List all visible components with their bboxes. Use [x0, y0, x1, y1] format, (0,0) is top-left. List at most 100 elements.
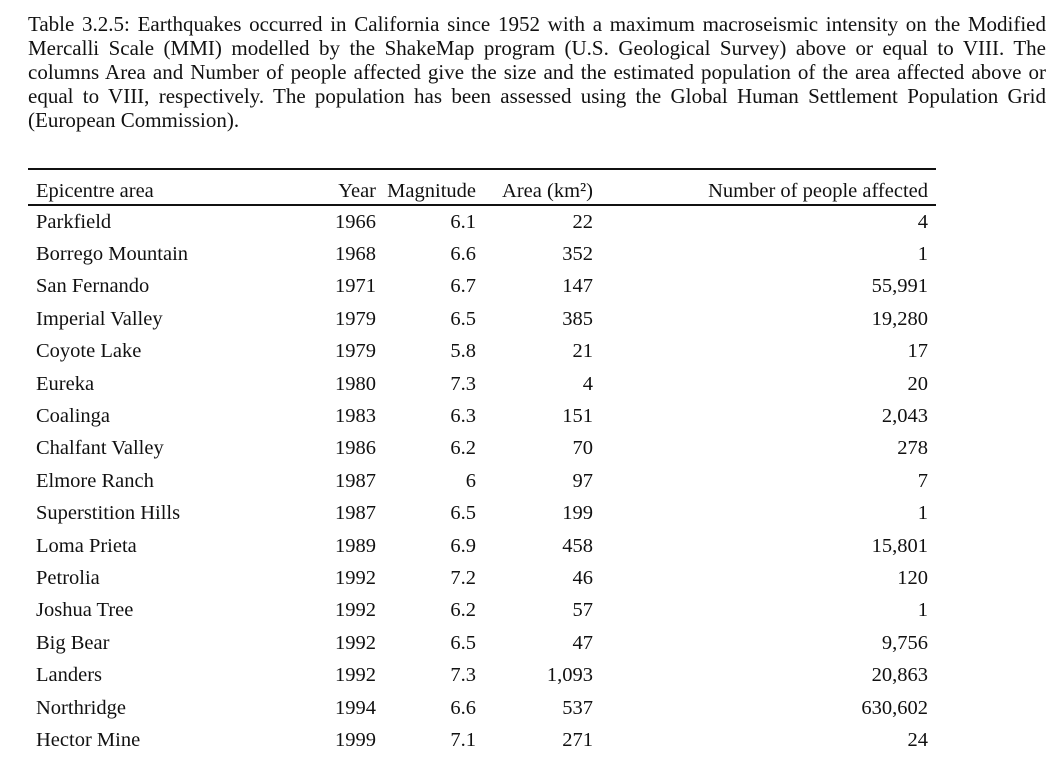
cell-area: 151 — [562, 405, 593, 428]
cell-people-affected: 2,043 — [881, 405, 928, 428]
cell-people-affected: 1 — [917, 599, 928, 622]
table-row: Eureka 1980 7.3 4 20 — [28, 368, 936, 400]
cell-people-affected: 20,863 — [871, 664, 928, 687]
table-row: San Fernando 1971 6.7 147 55,991 — [28, 271, 936, 303]
cell-magnitude: 6.5 — [450, 502, 476, 525]
table-row: Imperial Valley 1979 6.5 385 19,280 — [28, 303, 936, 335]
cell-year: 1966 — [335, 210, 376, 233]
cell-people-affected: 55,991 — [871, 275, 928, 298]
cell-people-affected: 1 — [917, 502, 928, 525]
header-magnitude: Magnitude — [387, 180, 476, 202]
cell-epicentre-area: Petrolia — [36, 566, 100, 589]
cell-epicentre-area: Coalinga — [36, 405, 111, 428]
table-header-row: Epicentre area Year Magnitude Area (km²)… — [28, 169, 936, 205]
cell-people-affected: 19,280 — [871, 307, 928, 330]
cell-epicentre-area: Elmore Ranch — [36, 469, 154, 492]
cell-magnitude: 6.3 — [450, 405, 476, 428]
table-body: Parkfield 1966 6.1 22 4 Borrego Mountain 1968 6… — [28, 205, 936, 757]
cell-people-affected: 1 — [917, 243, 928, 266]
cell-magnitude: 6.6 — [450, 243, 476, 266]
header-people-affected: Number of people affected — [708, 180, 928, 202]
cell-area: 46 — [572, 566, 594, 589]
cell-epicentre-area: Landers — [36, 664, 103, 687]
cell-year: 1987 — [335, 469, 376, 492]
earthquake-table: Epicentre area Year Magnitude Area (km²)… — [28, 168, 936, 757]
cell-magnitude: 6.5 — [450, 307, 476, 330]
cell-year: 1992 — [335, 566, 376, 589]
header-epicentre-area: Epicentre area — [36, 180, 154, 202]
cell-people-affected: 15,801 — [871, 534, 928, 557]
table-row: Joshua Tree 1992 6.2 57 1 — [28, 595, 936, 627]
cell-people-affected: 7 — [917, 469, 928, 492]
cell-year: 1992 — [335, 599, 376, 622]
cell-year: 1983 — [335, 405, 376, 428]
cell-area: 21 — [572, 340, 594, 363]
cell-year: 1968 — [335, 243, 376, 266]
cell-magnitude: 6.7 — [450, 275, 476, 298]
cell-magnitude: 6.5 — [450, 631, 476, 654]
cell-epicentre-area: Big Bear — [36, 631, 110, 654]
cell-year: 1999 — [335, 728, 376, 751]
cell-magnitude: 6.9 — [450, 534, 476, 557]
header-year: Year — [338, 180, 376, 202]
cell-people-affected: 278 — [897, 437, 928, 460]
cell-epicentre-area: San Fernando — [36, 275, 150, 298]
cell-epicentre-area: Chalfant Valley — [36, 437, 164, 460]
cell-magnitude: 6.2 — [450, 599, 476, 622]
cell-area: 458 — [562, 534, 593, 557]
cell-magnitude: 7.3 — [450, 664, 476, 687]
cell-year: 1979 — [335, 307, 376, 330]
cell-magnitude: 6.1 — [450, 210, 476, 233]
cell-area: 57 — [572, 599, 594, 622]
cell-magnitude: 5.8 — [450, 340, 476, 363]
cell-epicentre-area: Eureka — [36, 372, 95, 395]
cell-people-affected: 24 — [907, 728, 929, 751]
cell-magnitude: 7.2 — [450, 566, 476, 589]
cell-magnitude: 7.1 — [450, 728, 476, 751]
cell-people-affected: 17 — [907, 340, 929, 363]
cell-area: 147 — [562, 275, 593, 298]
cell-year: 1987 — [335, 502, 376, 525]
cell-year: 1989 — [335, 534, 376, 557]
cell-area: 199 — [562, 502, 593, 525]
cell-area: 47 — [572, 631, 594, 654]
table-row: Big Bear 1992 6.5 47 9,756 — [28, 627, 936, 659]
cell-year: 1971 — [335, 275, 376, 298]
cell-people-affected: 120 — [897, 566, 928, 589]
cell-epicentre-area: Coyote Lake — [36, 340, 142, 363]
cell-area: 70 — [572, 437, 594, 460]
cell-epicentre-area: Hector Mine — [36, 728, 141, 751]
cell-people-affected: 630,602 — [861, 696, 928, 719]
table-row: Parkfield 1966 6.1 22 4 — [28, 205, 936, 238]
cell-epicentre-area: Imperial Valley — [36, 307, 163, 330]
cell-year: 1992 — [335, 631, 376, 654]
table-row: Elmore Ranch 1987 6 97 7 — [28, 465, 936, 497]
cell-area: 97 — [572, 469, 594, 492]
cell-area: 537 — [562, 696, 593, 719]
table-row: Loma Prieta 1989 6.9 458 15,801 — [28, 530, 936, 562]
cell-year: 1994 — [335, 696, 376, 719]
cell-epicentre-area: Joshua Tree — [36, 599, 134, 622]
cell-epicentre-area: Borrego Mountain — [36, 243, 189, 266]
cell-area: 385 — [562, 307, 593, 330]
table-row: Chalfant Valley 1986 6.2 70 278 — [28, 433, 936, 465]
table-row: Borrego Mountain 1968 6.6 352 1 — [28, 238, 936, 270]
cell-area: 1,093 — [546, 664, 593, 687]
cell-epicentre-area: Parkfield — [36, 210, 112, 233]
cell-area: 4 — [582, 372, 593, 395]
cell-epicentre-area: Northridge — [36, 696, 126, 719]
table-row: Petrolia 1992 7.2 46 120 — [28, 562, 936, 594]
table-row: Superstition Hills 1987 6.5 199 1 — [28, 498, 936, 530]
table-caption: Table 3.2.5: Earthquakes occurred in Cal… — [28, 12, 1046, 132]
cell-people-affected: 20 — [907, 372, 929, 395]
cell-year: 1980 — [335, 372, 376, 395]
cell-magnitude: 6.2 — [450, 437, 476, 460]
cell-epicentre-area: Loma Prieta — [36, 534, 137, 557]
cell-magnitude: 7.3 — [450, 372, 476, 395]
cell-area: 22 — [572, 210, 594, 233]
cell-area: 271 — [562, 728, 593, 751]
table-row: Hector Mine 1999 7.1 271 24 — [28, 724, 936, 756]
table-row: Landers 1992 7.3 1,093 20,863 — [28, 659, 936, 691]
header-area: Area (km²) — [502, 180, 593, 202]
cell-people-affected: 4 — [917, 210, 928, 233]
